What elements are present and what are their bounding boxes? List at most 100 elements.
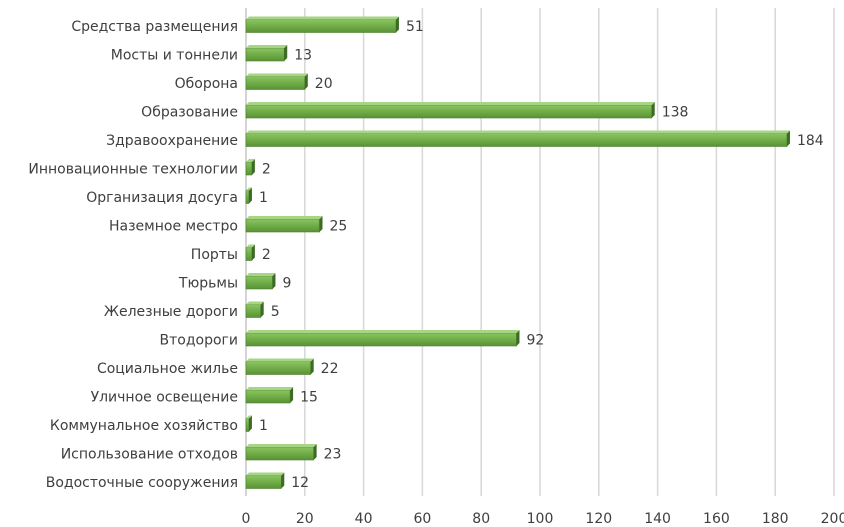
- category-label: Уличное освещение: [91, 390, 238, 406]
- bar-top: [246, 130, 790, 134]
- x-axis-tick-labels: 0 20 40 60 80 100 120 140 160 180 200: [242, 511, 844, 527]
- data-label: 92: [526, 333, 544, 349]
- bar-side: [786, 130, 790, 147]
- category-labels: Средства размещения Мосты и тоннели Оборон…: [28, 19, 238, 491]
- bar: [245, 161, 253, 176]
- bar-top: [246, 358, 314, 362]
- bar-side: [248, 415, 252, 432]
- bar-top: [246, 301, 264, 305]
- bar-side: [310, 358, 314, 375]
- bar-side: [284, 45, 288, 61]
- data-label: 13: [294, 48, 312, 64]
- bar-top: [246, 187, 252, 191]
- category-label: Втодороги: [160, 333, 238, 349]
- bar-top: [246, 216, 323, 219]
- bar: [245, 475, 282, 489]
- category-label: Наземное местро: [109, 219, 238, 235]
- bar: [245, 361, 311, 375]
- category-label: Водосточные сооружения: [46, 475, 238, 491]
- bar: [245, 47, 285, 62]
- bar-top: [246, 444, 317, 447]
- data-label: 184: [797, 133, 824, 149]
- bar: [245, 304, 261, 318]
- bar: [245, 389, 291, 404]
- data-label: 5: [271, 304, 280, 320]
- data-label: 25: [330, 219, 348, 235]
- bar-side: [395, 16, 399, 33]
- bar-side: [260, 301, 264, 318]
- gridlines: [245, 8, 835, 496]
- data-label: 22: [321, 361, 339, 377]
- bar-side: [313, 444, 317, 460]
- bar: [245, 218, 320, 233]
- bar: [245, 418, 250, 432]
- x-tick-label: 160: [703, 511, 730, 527]
- bar-side: [251, 244, 255, 261]
- category-label: Здравоохранение: [106, 133, 238, 149]
- bar: [245, 76, 306, 90]
- category-label: Коммунальное хозяйство: [50, 418, 238, 434]
- bar-top: [246, 159, 255, 162]
- category-label: Оборона: [175, 76, 238, 92]
- bar-top: [246, 102, 655, 105]
- data-label: 1: [259, 190, 268, 206]
- bar-top: [246, 244, 255, 248]
- x-tick-label: 60: [413, 511, 431, 527]
- category-label: Железные дороги: [104, 304, 238, 320]
- data-label: 138: [662, 105, 689, 121]
- bar-side: [319, 216, 323, 232]
- category-label: Использование отходов: [61, 447, 238, 463]
- x-tick-label: 20: [296, 511, 314, 527]
- x-tick-label: 80: [472, 511, 490, 527]
- category-label: Организация досуга: [86, 190, 238, 206]
- bar-side: [290, 387, 294, 403]
- category-label: Инновационные технологии: [28, 162, 238, 178]
- bar: [245, 190, 250, 204]
- bar-top: [246, 387, 294, 390]
- bar-top: [246, 45, 288, 48]
- x-tick-label: 120: [585, 511, 612, 527]
- data-label: 9: [282, 276, 291, 292]
- bar-side: [651, 102, 655, 118]
- category-label: Социальное жилье: [97, 361, 238, 377]
- bar-side: [304, 73, 308, 90]
- category-label: Средства размещения: [71, 19, 238, 35]
- bars: [245, 16, 790, 489]
- bar-top: [246, 73, 308, 77]
- x-tick-label: 0: [242, 511, 251, 527]
- x-tick-label: 180: [762, 511, 789, 527]
- data-label: 20: [315, 76, 333, 92]
- bar-side: [248, 187, 252, 204]
- bar: [245, 133, 788, 147]
- bar-top: [246, 415, 252, 419]
- data-label: 2: [262, 247, 271, 263]
- bar-side: [251, 159, 255, 175]
- category-label: Порты: [191, 247, 238, 263]
- x-tick-label: 40: [355, 511, 373, 527]
- x-tick-label: 100: [527, 511, 554, 527]
- category-label: Тюрьмы: [178, 276, 238, 292]
- x-tick-label: 200: [821, 511, 844, 527]
- data-label: 15: [300, 390, 318, 406]
- data-label: 12: [291, 475, 309, 491]
- data-label: 23: [324, 447, 342, 463]
- bar-top: [246, 273, 276, 276]
- x-tick-label: 140: [644, 511, 671, 527]
- bar-side: [516, 330, 520, 346]
- data-label: 1: [259, 418, 268, 434]
- bar-top: [246, 472, 285, 476]
- bar-side: [281, 472, 285, 489]
- bar-side: [272, 273, 276, 289]
- bar: [245, 247, 253, 261]
- data-label: 2: [262, 162, 271, 178]
- category-label: Мосты и тоннели: [111, 48, 238, 64]
- bar: [245, 332, 517, 347]
- bar-top: [246, 330, 520, 333]
- bar-top: [246, 16, 399, 20]
- category-label: Образование: [141, 105, 238, 121]
- bar: [245, 19, 397, 33]
- bar: [245, 446, 314, 461]
